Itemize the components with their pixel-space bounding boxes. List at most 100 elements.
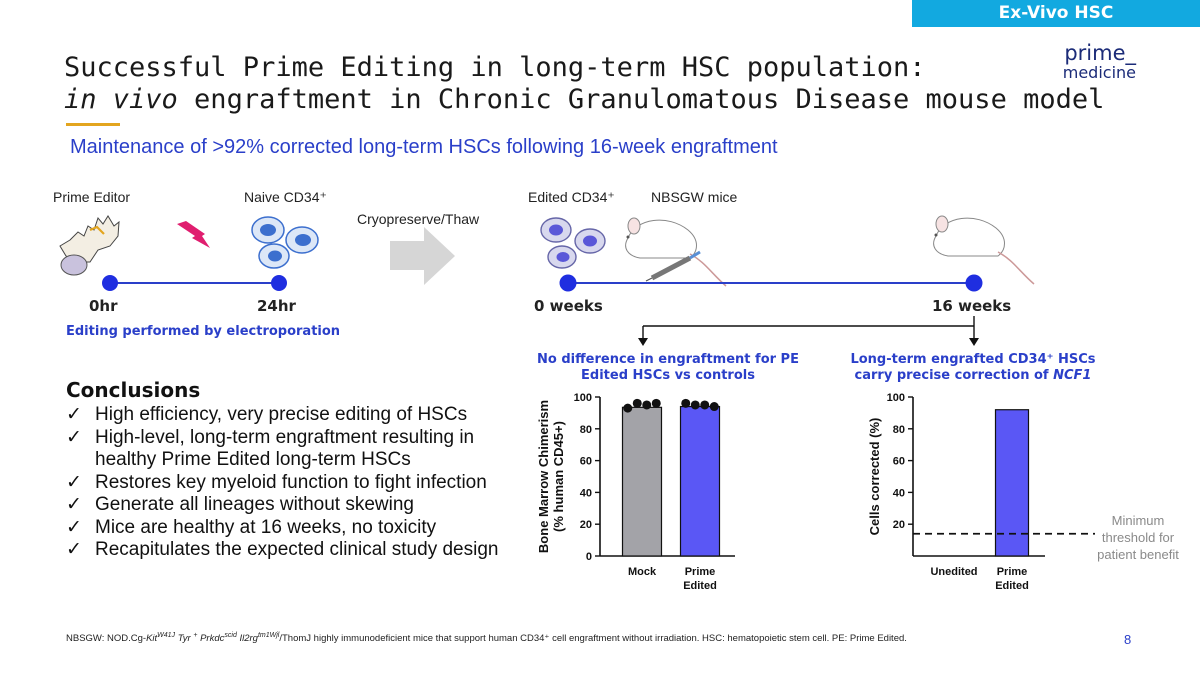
fn-rest: /ThomJ highly immunodeficient mice that … [279, 633, 907, 645]
naive-cells-icon [251, 216, 319, 269]
x-category-label: Mock [628, 566, 657, 578]
y-tick-label: 100 [574, 392, 592, 404]
edited-cells-icon [540, 217, 606, 269]
chart-engraftment: 0 20 40 60 80 100 Mock Prime Edited Bone Marrow C… [536, 392, 735, 592]
conclusion-item: ✓ Recapitulates the expected clinical stu… [66, 539, 498, 562]
fn-kit-sup: W41J [157, 632, 176, 639]
fn-prkdc-sup: scid [224, 632, 237, 639]
check-icon: ✓ [66, 539, 82, 560]
check-icon: ✓ [66, 471, 82, 493]
y-tick-label: 60 [893, 456, 905, 468]
conclusion-text: Mice are healthy at 16 weeks, no toxicit… [95, 516, 437, 538]
conclusion-item: ✓ High efficiency, very precise editing o… [66, 404, 498, 427]
x-category-label: Prime [685, 566, 716, 578]
conclusion-text: High-level, long-term engraftment result… [95, 426, 475, 448]
fn-tyr-sup: + [193, 632, 198, 639]
y-tick-label: 20 [893, 519, 905, 531]
y-axis-label: Bone Marrow Chimerism(% human CD45+) [536, 400, 566, 553]
chart2-title-italic: NCF1 [1053, 368, 1092, 383]
fn-tyr: Tyr [175, 633, 194, 645]
time-0hr: 0hr [89, 297, 118, 315]
time-16-weeks: 16 weeks [932, 297, 1012, 315]
conclusion-item: ✓ Generate all lineages without skewing [66, 494, 498, 517]
fn-il2rg-sup: tm1Wjl [257, 632, 280, 639]
syringe-icon [645, 250, 701, 282]
page-title-line1: Successful Prime Editing in long-term HS… [64, 52, 926, 83]
chart1-title-line1: No difference in engraftment for PE [537, 352, 799, 367]
chart-cells-corrected: 20 40 60 80 100 Unedited Prime Edited Minimum thr… [867, 392, 1179, 592]
timeline-dot-0wk [559, 274, 577, 292]
split-bracket [638, 316, 979, 346]
data-point [623, 403, 633, 413]
fn-prkdc: Prkdc [197, 633, 225, 645]
chart1-title: No difference in engraftment for PE Edit… [528, 352, 808, 384]
time-24hr: 24hr [257, 297, 296, 315]
chart1-title-line2: Edited HSCs vs controls [581, 368, 755, 383]
x-category-label: Edited [995, 580, 1029, 592]
conclusion-item: ✓ Mice are healthy at 16 weeks, no toxici… [66, 517, 498, 540]
data-point [700, 400, 710, 410]
x-category-label: Prime [997, 566, 1028, 578]
y-tick-label: 100 [887, 392, 905, 404]
editing-caption: Editing performed by electroporation [66, 324, 341, 339]
y-tick-label: 40 [893, 487, 905, 499]
subtitle: Maintenance of >92% corrected long-term … [70, 136, 778, 158]
y-tick-label: 20 [580, 519, 592, 531]
label-nbsgw-mice: NBSGW mice [651, 189, 738, 205]
conclusion-text: Generate all lineages without skewing [95, 494, 414, 515]
conclusion-text: healthy Prime Edited long-term HSCs [95, 449, 411, 470]
conclusion-item-continued: healthy Prime Edited long-term HSCs [66, 449, 498, 472]
title-underline [66, 123, 120, 126]
y-axis-label: Cells corrected (%) [867, 418, 882, 536]
chart2-title-line1: Long-term engrafted CD34⁺ HSCs [850, 352, 1096, 367]
bar [621, 406, 663, 557]
prime-editor-icon [59, 215, 120, 276]
conclusion-text: Recapitulates the expected clinical stud… [95, 539, 499, 560]
data-point [690, 400, 700, 410]
conclusions-list: ✓ High efficiency, very precise editing o… [66, 404, 498, 562]
y-axis-label-line: (% human CD45+) [551, 421, 566, 532]
conclusion-text: Restores key myeloid function to fight i… [95, 471, 487, 493]
data-point [632, 398, 642, 408]
mouse-icon [625, 217, 727, 287]
label-edited-cd34: Edited CD34⁺ [528, 189, 615, 205]
threshold-label: patient benefit [1097, 547, 1179, 562]
y-tick-label: 60 [580, 456, 592, 468]
mouse-icon-16wk [933, 215, 1035, 285]
title-italic: in vivo [64, 84, 178, 115]
y-tick-label: 40 [580, 487, 592, 499]
conclusion-item: ✓ Restores key myeloid function to fight … [66, 472, 498, 495]
engraftment-timeline [559, 274, 983, 292]
title-rest: engraftment in Chronic Granulomatous Dis… [177, 84, 1105, 115]
y-tick-label: 80 [893, 424, 905, 436]
fn-prefix: NBSGW: NOD.Cg- [66, 633, 147, 645]
conclusion-item: ✓ High-level, long-term engraftment resul… [66, 427, 498, 450]
timeline-dot-16wk [965, 274, 983, 292]
label-prime-editor: Prime Editor [53, 189, 131, 205]
check-icon: ✓ [66, 494, 82, 515]
check-icon: ✓ [66, 404, 82, 425]
x-category-label: Edited [683, 580, 717, 592]
chart2-title-plain: carry precise correction of [854, 368, 1054, 383]
data-point [642, 400, 652, 410]
y-tick-label: 80 [580, 424, 592, 436]
data-point [651, 398, 661, 408]
logo-line2: medicine [1062, 63, 1136, 82]
conclusion-text: High efficiency, very precise editing of… [95, 404, 468, 425]
fn-il2rg: Il2rg [236, 633, 258, 645]
data-point [681, 398, 691, 408]
data-point [709, 402, 719, 412]
footnote: NBSGW: NOD.Cg-KitW41J Tyr + Prkdcscid Il… [66, 632, 907, 644]
page-title-line2: in vivo engraftment in Chronic Granuloma… [64, 84, 1104, 115]
lightning-icon [177, 221, 210, 248]
threshold-label: threshold for [1102, 530, 1175, 545]
section-tag: Ex-Vivo HSC [912, 0, 1200, 27]
time-0-weeks: 0 weeks [534, 297, 603, 315]
timeline-dot-end [271, 275, 287, 291]
y-axis-label-line: Bone Marrow Chimerism [536, 400, 551, 553]
conclusions-heading: Conclusions [66, 378, 201, 402]
logo-line1: prime_ [1064, 41, 1136, 65]
transition-arrow [390, 227, 455, 285]
bar [679, 405, 721, 557]
